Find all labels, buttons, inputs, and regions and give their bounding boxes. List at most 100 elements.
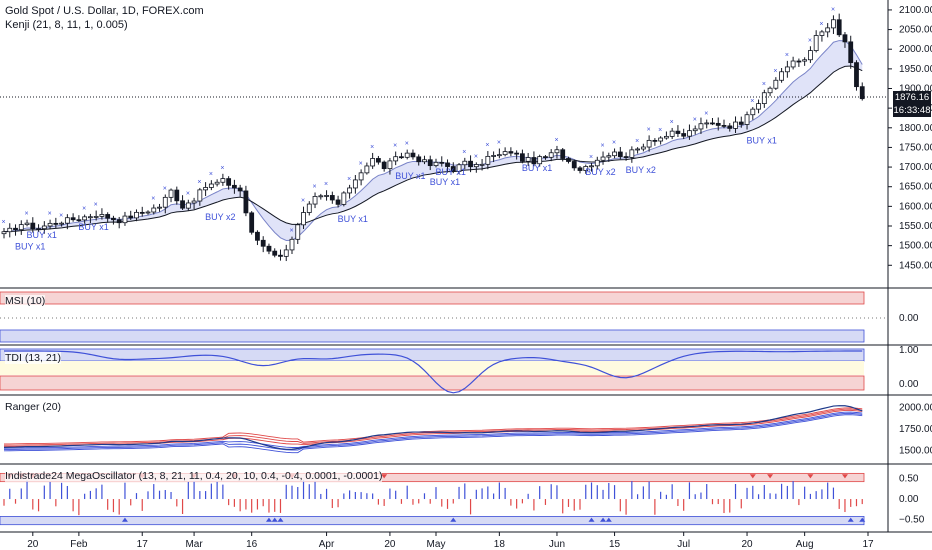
candle-body [416, 156, 422, 163]
ranger-tick-label: 1750.00 [899, 424, 932, 435]
ranger-band-line [3, 407, 863, 445]
candle-body [525, 157, 531, 162]
time-tick-label: Feb [70, 539, 88, 550]
buy-star-marker: × [808, 37, 812, 44]
candle-body [859, 86, 865, 100]
candle-body [612, 151, 617, 157]
candle-body [157, 206, 162, 209]
buy-star-marker: × [220, 165, 224, 172]
candle-body [646, 139, 652, 148]
buy-star-marker: × [750, 98, 754, 105]
candle-body [848, 41, 854, 64]
mega-sell-triangle [841, 474, 848, 479]
buy-star-marker: × [25, 211, 29, 218]
buy-signal-label: BUY x1 [15, 242, 45, 252]
mega-pane-label: Indistrade24 MegaOscillator (13, 8, 21, … [5, 470, 383, 482]
candle-body [508, 151, 514, 154]
buy-signal-label: BUY x2 [626, 165, 656, 175]
buy-signal-label: BUY x1 [395, 171, 425, 181]
buy-star-marker: × [209, 171, 213, 178]
candle-body [796, 60, 802, 63]
candle-body [623, 156, 629, 158]
kenji-fast-line [3, 40, 863, 241]
candle-body [134, 211, 139, 219]
candle-body [548, 152, 554, 158]
candle-body [427, 159, 433, 167]
candle-body [520, 153, 525, 162]
candle-body [652, 139, 658, 142]
candle-body [802, 59, 808, 62]
candle-body [831, 19, 836, 29]
buy-signal-label: BUY x1 [27, 230, 57, 240]
candle-body [399, 156, 404, 159]
candle-body [7, 227, 13, 233]
buy-star-marker: × [82, 206, 86, 213]
time-tick-label: 18 [494, 539, 506, 550]
buy-star-marker: × [2, 219, 6, 226]
candle-body [669, 130, 675, 137]
time-tick-label: 17 [862, 539, 874, 550]
candle-body [24, 222, 30, 226]
candle-body [594, 159, 600, 167]
mega-buy-triangle [450, 517, 457, 522]
candle-body [301, 212, 306, 226]
buy-star-marker: × [497, 140, 501, 147]
candle-body [698, 123, 704, 130]
candle-body [272, 250, 278, 256]
mega-upper-zone [0, 472, 865, 483]
time-tick-label: May [427, 539, 446, 550]
candle-body [537, 156, 543, 165]
candle-body [174, 189, 180, 202]
buy-star-marker: × [554, 137, 558, 144]
price-tick-label: 1700.00 [899, 162, 932, 173]
candle-body [128, 215, 134, 219]
buy-star-marker: × [324, 181, 328, 188]
candle-body [761, 92, 767, 105]
candle-body [111, 217, 116, 221]
price-tick-label: 1950.00 [899, 64, 932, 75]
candle-body [335, 199, 341, 205]
buy-star-marker: × [635, 138, 639, 145]
candle-body [347, 187, 353, 194]
candle-body [773, 79, 779, 89]
price-tick-label: 2000.00 [899, 44, 932, 55]
candle-body [635, 148, 640, 151]
buy-star-marker: × [785, 52, 789, 59]
buy-star-marker: × [462, 149, 466, 156]
candle-body [450, 166, 456, 172]
mega-sell-triangle [381, 474, 388, 479]
candle-body [226, 178, 232, 186]
price-tick-label: 1800.00 [899, 123, 932, 134]
ranger-tick-label: 2000.00 [899, 403, 932, 414]
mega-buy-triangle [588, 517, 595, 522]
time-tick-label: Aug [796, 539, 814, 550]
price-tick-label: 2100.00 [899, 5, 932, 16]
candle-body [18, 224, 24, 231]
candle-body [813, 35, 819, 51]
price-tick-label: 1900.00 [899, 84, 932, 95]
candle-body [387, 160, 393, 170]
mega-buy-triangle [271, 517, 278, 522]
candle-body [41, 225, 47, 230]
candle-body [664, 135, 669, 139]
candle-body [289, 238, 295, 251]
candle-body [842, 34, 848, 43]
ranger-band-line [3, 412, 863, 451]
candle-body [214, 181, 220, 185]
last-price-tag: 1876.16 [893, 91, 931, 104]
ranger-band-line [3, 414, 863, 454]
buy-signal-label: BUY x1 [747, 136, 777, 146]
candle-body [393, 156, 399, 162]
msi-upper-zone [0, 291, 865, 305]
candle-body [502, 151, 508, 156]
buy-star-marker: × [370, 144, 374, 151]
candle-body [197, 189, 203, 202]
candle-body [583, 166, 589, 171]
candle-body [485, 155, 491, 165]
time-tick-label: 16 [246, 539, 258, 550]
candle-body [750, 108, 756, 116]
candle-body [439, 161, 445, 164]
buy-star-marker: × [59, 213, 63, 220]
candle-body [82, 216, 88, 221]
